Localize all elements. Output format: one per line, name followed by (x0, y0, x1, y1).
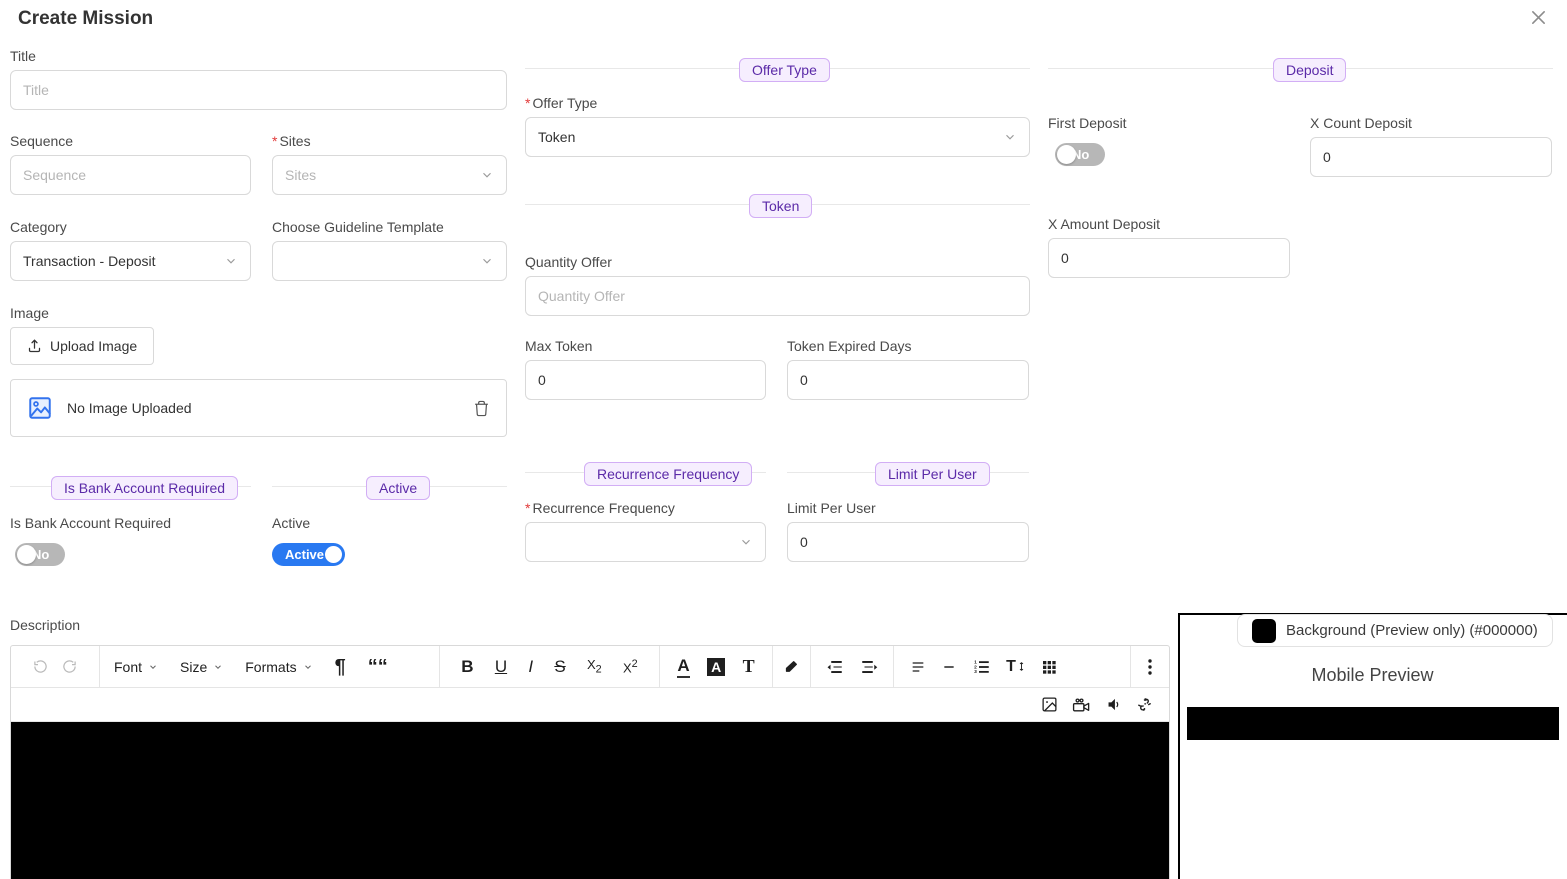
svg-text:1: 1 (974, 659, 977, 665)
svg-text:3: 3 (974, 669, 977, 675)
svg-text:2: 2 (974, 664, 977, 670)
